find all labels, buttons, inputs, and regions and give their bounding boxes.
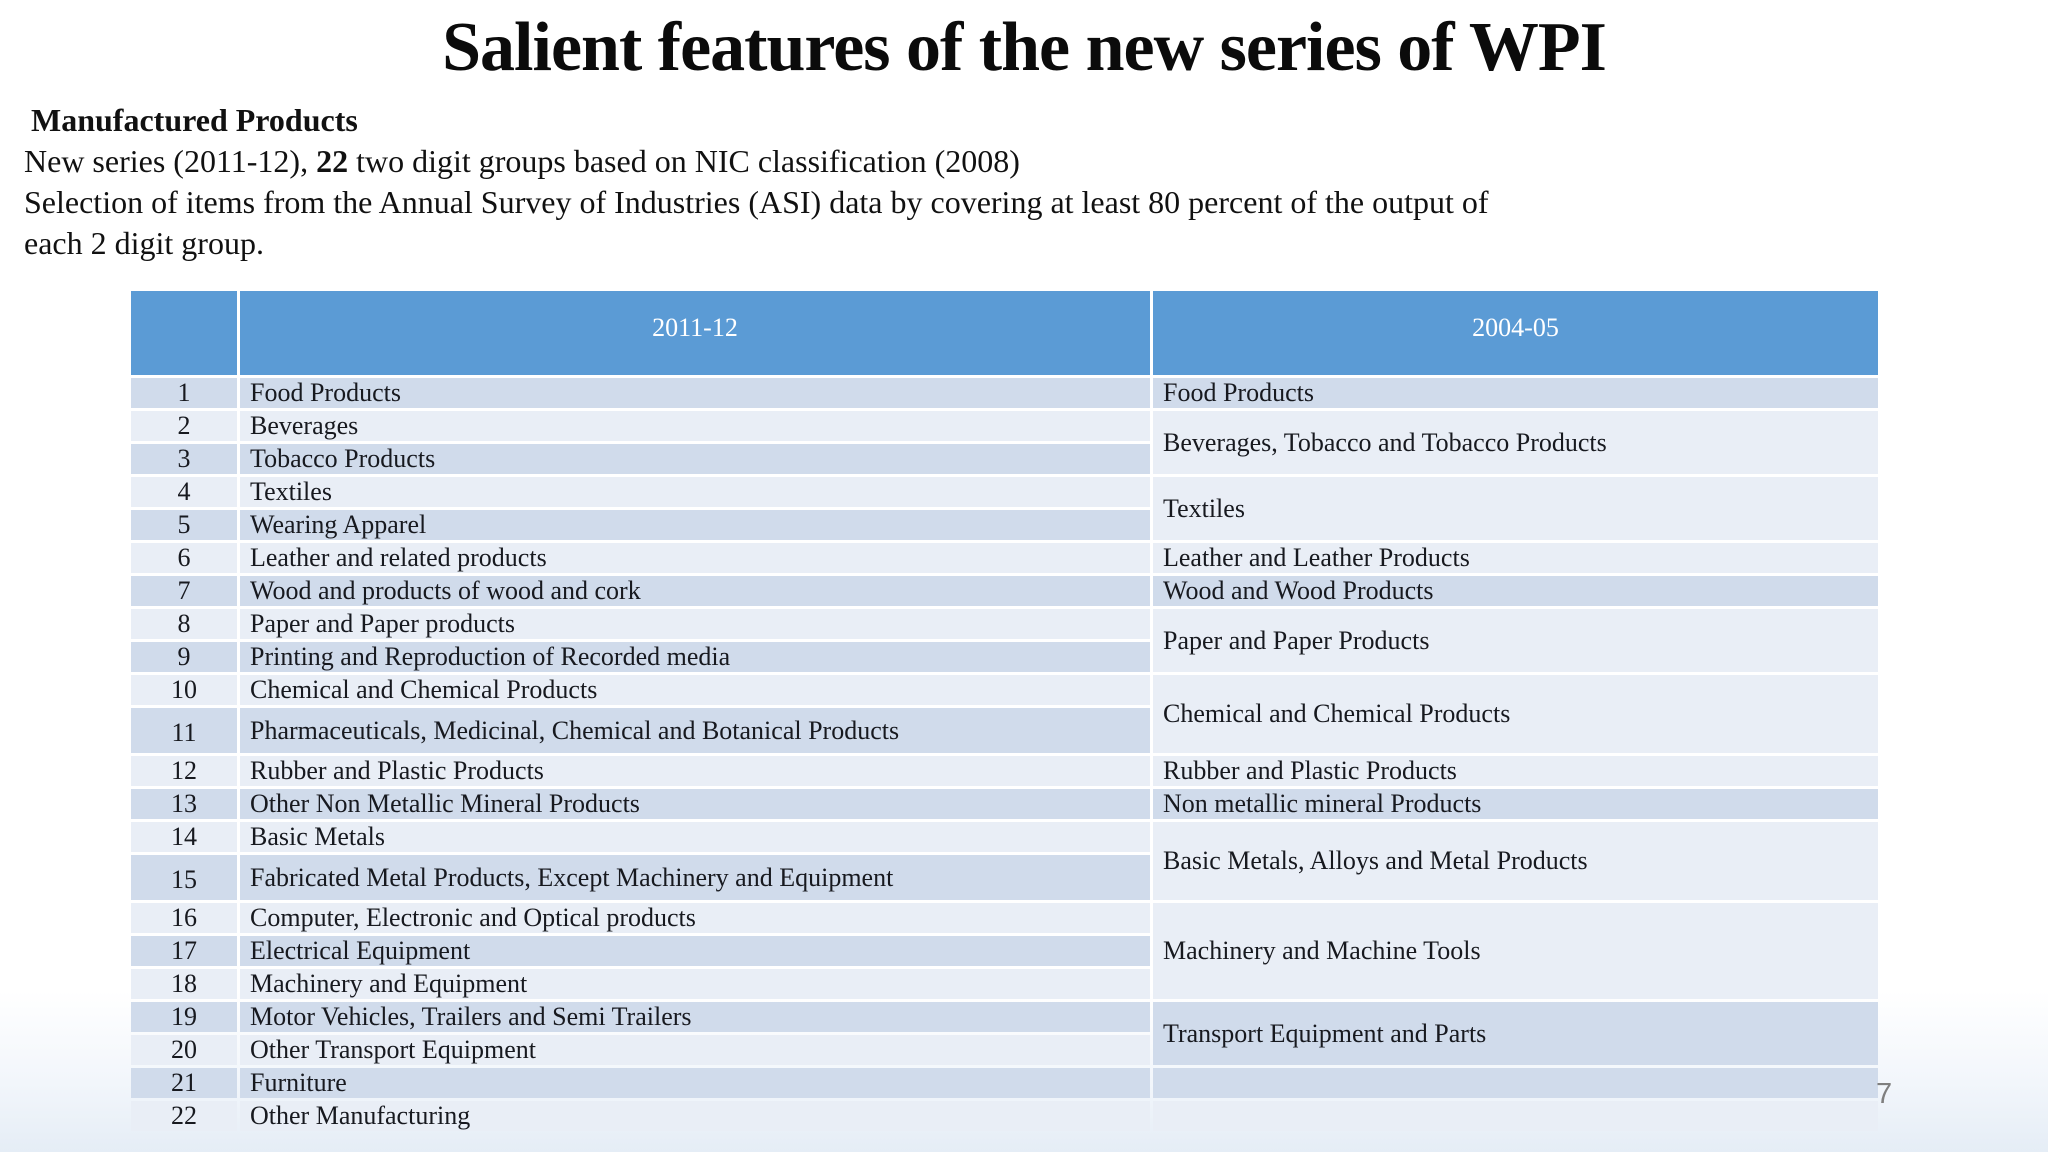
item-2004-05 (1153, 1068, 1878, 1098)
row-number: 16 (131, 903, 237, 933)
table-row: 8 Paper and Paper products Paper and Paper… (131, 609, 1878, 672)
table-row: 22 Other Manufacturing (131, 1101, 1878, 1131)
item-2004-05: Non metallic mineral Products (1153, 789, 1878, 819)
row-number: 6 (131, 543, 237, 573)
item-2004-05: Transport Equipment and Parts (1153, 1002, 1878, 1065)
row-number: 4 (131, 477, 237, 507)
intro-text-block: Manufactured Products New series (2011-1… (24, 100, 1824, 264)
intro-line-1-pre: New series (2011-12), (24, 143, 317, 179)
item-2011-12: Chemical and Chemical Products (240, 675, 1150, 705)
row-number: 17 (131, 936, 237, 966)
item-2011-12: Food Products (240, 378, 1150, 408)
header-cell-2011-12: 2011-12 (240, 291, 1150, 375)
item-2004-05: Food Products (1153, 378, 1878, 408)
item-2011-12: Basic Metals (240, 822, 1150, 852)
row-number: 8 (131, 609, 237, 639)
item-2011-12: Tobacco Products (240, 444, 1150, 474)
table-row: 1 Food Products Food Products (131, 378, 1878, 408)
item-2011-12: Other Non Metallic Mineral Products (240, 789, 1150, 819)
slide-title: Salient features of the new series of WP… (442, 9, 1607, 86)
classification-mapping-table: 2011-12 2004-05 1 Food Products Food Produ… (128, 288, 1881, 1134)
row-number: 15 (131, 855, 237, 900)
row-number: 1 (131, 378, 237, 408)
header-cell-2004-05: 2004-05 (1153, 291, 1878, 375)
row-number: 7 (131, 576, 237, 606)
table-row: 13 Other Non Metallic Mineral Products Non… (131, 789, 1878, 819)
row-number: 19 (131, 1002, 237, 1032)
item-2004-05: Rubber and Plastic Products (1153, 756, 1878, 786)
item-2011-12: Leather and related products (240, 543, 1150, 573)
table-row: 19 Motor Vehicles, Trailers and Semi Trai… (131, 1002, 1878, 1065)
item-2004-05: Paper and Paper Products (1153, 609, 1878, 672)
item-2011-12: Wearing Apparel (240, 510, 1150, 540)
item-2004-05: Basic Metals, Alloys and Metal Products (1153, 822, 1878, 900)
item-2011-12: Computer, Electronic and Optical product… (240, 903, 1150, 933)
table-row: 11 Pharmaceuticals, Medicinal, Chemical a… (131, 708, 1878, 753)
header-cell-index (131, 291, 237, 375)
table-row: 10 Chemical and Chemical Products Chemical… (131, 675, 1878, 753)
intro-line-1: New series (2011-12), 22 two digit group… (24, 141, 1824, 182)
table-row: 7 Wood and products of wood and cork Wood … (131, 576, 1878, 606)
table-row: 2 Beverages Beverages, Tobacco and Tobacco… (131, 411, 1878, 474)
item-2011-12: Wood and products of wood and cork (240, 576, 1150, 606)
item-2004-05: Chemical and Chemical Products (1153, 675, 1878, 753)
row-number: 14 (131, 822, 237, 852)
row-number: 5 (131, 510, 237, 540)
table-row: 12 Rubber and Plastic Products Rubber and … (131, 756, 1878, 786)
table-row: 9 Printing and Reproduction of Recorded m… (131, 642, 1878, 672)
item-2004-05: Machinery and Machine Tools (1153, 903, 1878, 999)
item-2011-12: Electrical Equipment (240, 936, 1150, 966)
item-2011-12: Textiles (240, 477, 1150, 507)
table-row: 18 Machinery and Equipment (131, 969, 1878, 999)
item-2011-12: Other Transport Equipment (240, 1035, 1150, 1065)
item-2011-12: Fabricated Metal Products, Except Machin… (240, 855, 1150, 900)
table-row: 4 Textiles Textiles (131, 477, 1878, 540)
intro-line-1-bold-count: 22 (316, 143, 349, 179)
intro-line-1-post: two digit groups based on NIC classifica… (348, 143, 1020, 179)
item-2011-12: Furniture (240, 1068, 1150, 1098)
table-row: 17 Electrical Equipment (131, 936, 1878, 966)
row-number: 21 (131, 1068, 237, 1098)
table-row: 16 Computer, Electronic and Optical produ… (131, 903, 1878, 999)
intro-line-2: Selection of items from the Annual Surve… (24, 184, 1489, 220)
item-2004-05 (1153, 1101, 1878, 1131)
row-number: 9 (131, 642, 237, 672)
item-2011-12: Machinery and Equipment (240, 969, 1150, 999)
table-row: 14 Basic Metals Basic Metals, Alloys and M… (131, 822, 1878, 900)
item-2011-12: Pharmaceuticals, Medicinal, Chemical and… (240, 708, 1150, 753)
row-number: 2 (131, 411, 237, 441)
row-number: 18 (131, 969, 237, 999)
table-row: 6 Leather and related products Leather and… (131, 543, 1878, 573)
item-2011-12: Motor Vehicles, Trailers and Semi Traile… (240, 1002, 1150, 1032)
item-2004-05: Beverages, Tobacco and Tobacco Products (1153, 411, 1878, 474)
table-row: 20 Other Transport Equipment (131, 1035, 1878, 1065)
item-2011-12: Printing and Reproduction of Recorded me… (240, 642, 1150, 672)
item-2004-05: Wood and Wood Products (1153, 576, 1878, 606)
table-header-row: 2011-12 2004-05 (131, 291, 1878, 375)
table-row: 5 Wearing Apparel (131, 510, 1878, 540)
table-body: 1 Food Products Food Products 2 Beverages Bev… (131, 378, 1878, 1131)
row-number: 3 (131, 444, 237, 474)
table-row: 21 Furniture (131, 1068, 1878, 1098)
row-number: 13 (131, 789, 237, 819)
intro-line-3: each 2 digit group. (24, 225, 264, 261)
row-number: 22 (131, 1101, 237, 1131)
item-2004-05: Textiles (1153, 477, 1878, 540)
item-2011-12: Beverages (240, 411, 1150, 441)
row-number: 11 (131, 708, 237, 753)
page-number: 7 (1876, 1078, 1893, 1110)
item-2011-12: Other Manufacturing (240, 1101, 1150, 1131)
item-2004-05: Leather and Leather Products (1153, 543, 1878, 573)
row-number: 10 (131, 675, 237, 705)
section-heading: Manufactured Products (31, 102, 358, 138)
table-row: 15 Fabricated Metal Products, Except Mach… (131, 855, 1878, 900)
item-2011-12: Paper and Paper products (240, 609, 1150, 639)
table-row: 3 Tobacco Products (131, 444, 1878, 474)
item-2011-12: Rubber and Plastic Products (240, 756, 1150, 786)
row-number: 20 (131, 1035, 237, 1065)
row-number: 12 (131, 756, 237, 786)
